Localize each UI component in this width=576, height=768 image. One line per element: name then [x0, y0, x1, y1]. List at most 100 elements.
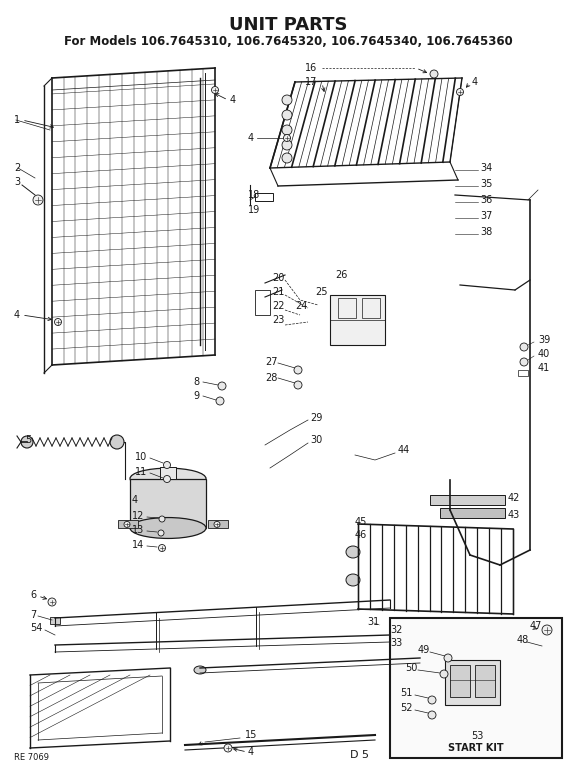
Text: UNIT PARTS: UNIT PARTS: [229, 16, 347, 34]
Circle shape: [282, 125, 292, 135]
Circle shape: [457, 88, 464, 95]
Text: 54: 54: [30, 623, 43, 633]
Circle shape: [440, 670, 448, 678]
Text: 12: 12: [132, 511, 145, 521]
Circle shape: [430, 70, 438, 78]
Circle shape: [283, 134, 290, 141]
Circle shape: [164, 462, 170, 468]
Text: 6: 6: [30, 590, 36, 600]
Text: 52: 52: [400, 703, 412, 713]
Circle shape: [33, 195, 43, 205]
Circle shape: [55, 319, 62, 326]
Text: 10: 10: [135, 452, 147, 462]
Bar: [445, 660, 500, 705]
Text: 51: 51: [400, 688, 412, 698]
Text: 32: 32: [390, 625, 403, 635]
Text: For Models 106.7645310, 106.7645320, 106.7645340, 106.7645360: For Models 106.7645310, 106.7645320, 106…: [63, 35, 513, 48]
Text: 17: 17: [305, 77, 317, 87]
Text: 37: 37: [480, 211, 492, 221]
Circle shape: [211, 87, 218, 94]
Circle shape: [124, 521, 130, 528]
Text: 4: 4: [132, 495, 138, 505]
Circle shape: [214, 521, 220, 528]
Bar: [338, 298, 356, 318]
Text: 24: 24: [295, 301, 308, 311]
Text: 44: 44: [398, 445, 410, 455]
Bar: [118, 521, 138, 528]
Text: 41: 41: [538, 363, 550, 373]
Text: 25: 25: [315, 287, 328, 297]
Text: 11: 11: [135, 467, 147, 477]
Text: 27: 27: [265, 357, 278, 367]
Bar: [430, 495, 505, 505]
Circle shape: [21, 436, 33, 448]
Circle shape: [444, 654, 452, 662]
Circle shape: [282, 140, 292, 150]
Text: 14: 14: [132, 540, 144, 550]
Bar: [440, 508, 505, 518]
Text: 30: 30: [310, 435, 322, 445]
Bar: [255, 193, 273, 201]
Circle shape: [282, 95, 292, 105]
Circle shape: [294, 381, 302, 389]
Bar: [390, 618, 562, 758]
Text: 36: 36: [480, 195, 492, 205]
Circle shape: [218, 382, 226, 390]
Circle shape: [520, 358, 528, 366]
Text: 26: 26: [335, 270, 347, 280]
Ellipse shape: [130, 468, 206, 489]
Text: D 5: D 5: [351, 750, 369, 760]
Circle shape: [542, 625, 552, 635]
Text: 4: 4: [248, 133, 254, 143]
Text: 39: 39: [538, 335, 550, 345]
Circle shape: [428, 711, 436, 719]
Circle shape: [282, 153, 292, 163]
Bar: [518, 370, 528, 376]
Circle shape: [110, 435, 124, 449]
Text: 4: 4: [230, 95, 236, 105]
Text: 22: 22: [272, 301, 285, 311]
Text: 34: 34: [480, 163, 492, 173]
Circle shape: [158, 530, 164, 536]
Text: 9: 9: [193, 391, 199, 401]
Ellipse shape: [194, 666, 206, 674]
Bar: [255, 290, 270, 315]
Text: 42: 42: [508, 493, 520, 503]
Circle shape: [224, 744, 232, 752]
Text: 13: 13: [132, 525, 144, 535]
Text: 38: 38: [480, 227, 492, 237]
Text: START KIT: START KIT: [448, 743, 504, 753]
Ellipse shape: [346, 574, 360, 586]
Bar: [160, 467, 176, 478]
Text: 19: 19: [248, 205, 260, 215]
Text: 48: 48: [517, 635, 529, 645]
Circle shape: [216, 397, 224, 405]
Text: 4: 4: [248, 747, 254, 757]
Text: 53: 53: [471, 731, 483, 741]
Circle shape: [294, 366, 302, 374]
Circle shape: [48, 598, 56, 606]
Text: 2: 2: [14, 163, 20, 173]
Bar: [450, 665, 470, 697]
Text: 8: 8: [193, 377, 199, 387]
Bar: [330, 295, 385, 345]
Text: 35: 35: [480, 179, 492, 189]
Circle shape: [282, 110, 292, 120]
Text: 20: 20: [272, 273, 285, 283]
Circle shape: [428, 696, 436, 704]
Text: 33: 33: [390, 638, 402, 648]
Circle shape: [520, 343, 528, 351]
Bar: [50, 617, 60, 624]
Text: 16: 16: [305, 63, 317, 73]
Circle shape: [159, 516, 165, 522]
Text: 5: 5: [25, 435, 31, 445]
Ellipse shape: [130, 518, 206, 538]
Ellipse shape: [414, 656, 426, 664]
Text: 40: 40: [538, 349, 550, 359]
Text: RE 7069: RE 7069: [14, 753, 49, 763]
Text: 28: 28: [265, 373, 278, 383]
Text: 46: 46: [355, 530, 367, 540]
Text: 50: 50: [405, 663, 418, 673]
Text: 7: 7: [30, 610, 36, 620]
Text: 15: 15: [245, 730, 257, 740]
